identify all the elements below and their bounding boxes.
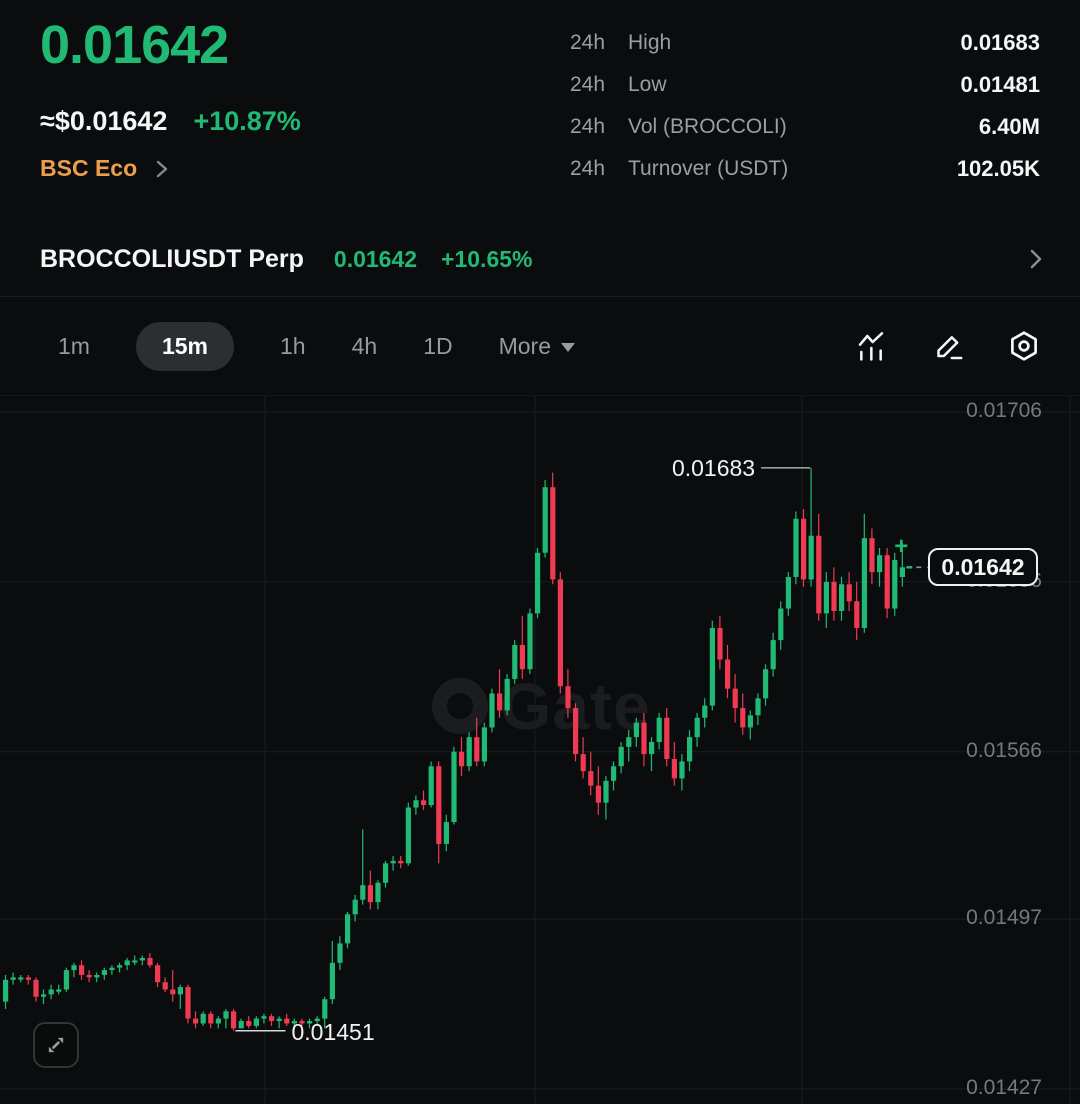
candlestick-chart[interactable]: Gate 0.01642 0.017060.016360.015660.0149… bbox=[0, 396, 1080, 1104]
quick-order-plus-icon[interactable]: + bbox=[894, 533, 909, 561]
tab-more[interactable]: More bbox=[499, 322, 575, 371]
last-price-large: 0.01642 bbox=[40, 15, 229, 75]
approx-usd-value: ≈$0.01642 bbox=[40, 106, 168, 136]
stat-low: 24h Low 0.01481 bbox=[570, 64, 1040, 106]
tab-1m[interactable]: 1m bbox=[58, 332, 90, 359]
high-annotation: 0.01683 bbox=[671, 454, 756, 481]
low-annotation: 0.01451 bbox=[291, 1018, 375, 1045]
stat-period: 24h bbox=[570, 115, 606, 138]
contract-change-percent: +10.65% bbox=[441, 245, 533, 272]
category-label: BSC Eco bbox=[40, 155, 138, 181]
stat-turnover: 24h Turnover (USDT) 102.05K bbox=[570, 148, 1040, 190]
stat-volume: 24h Vol (BROCCOLI) 6.40M bbox=[570, 106, 1040, 148]
chart-toolbar: 1m 15m 1h 4h 1D More bbox=[0, 297, 1080, 396]
stat-label: Vol (BROCCOLI) bbox=[628, 115, 787, 138]
draw-icon[interactable] bbox=[930, 328, 966, 364]
stat-value: 102.05K bbox=[956, 156, 1040, 181]
y-axis-tick: 0.01566 bbox=[966, 738, 1042, 762]
contract-symbol: BROCCOLIUSDT Perp bbox=[40, 244, 304, 273]
stat-period: 24h bbox=[570, 31, 606, 54]
timeframe-tabs: 1m 15m 1h 4h 1D More bbox=[58, 321, 575, 371]
category-link[interactable]: BSC Eco bbox=[40, 155, 169, 182]
contract-ticker-row[interactable]: BROCCOLIUSDT Perp 0.01642 +10.65% bbox=[0, 222, 1080, 297]
expand-icon bbox=[43, 1032, 69, 1058]
y-axis-tick: 0.01497 bbox=[966, 906, 1042, 930]
expand-chart-button[interactable] bbox=[33, 1022, 79, 1068]
caret-down-icon bbox=[561, 343, 575, 352]
contract-price: 0.01642 bbox=[333, 245, 418, 272]
tab-1h[interactable]: 1h bbox=[280, 332, 306, 359]
indicator-icon[interactable] bbox=[854, 328, 890, 364]
stat-value: 6.40M bbox=[978, 114, 1040, 139]
stat-label: High bbox=[628, 31, 672, 54]
more-label: More bbox=[498, 332, 551, 359]
stat-value: 0.01683 bbox=[960, 30, 1040, 55]
last-price-tag: 0.01642 bbox=[928, 548, 1038, 587]
chart-settings-icon[interactable] bbox=[1006, 328, 1042, 364]
header: 0.01642 ≈$0.01642 +10.87% BSC Eco 24h Hi… bbox=[0, 0, 1080, 222]
y-axis-tick: 0.01706 bbox=[966, 399, 1042, 422]
stat-high: 24h High 0.01683 bbox=[570, 22, 1040, 64]
tab-15m[interactable]: 15m bbox=[135, 321, 234, 371]
tab-4h[interactable]: 4h bbox=[351, 332, 378, 359]
stat-period: 24h bbox=[570, 157, 606, 180]
y-axis-tick: 0.01427 bbox=[966, 1075, 1042, 1099]
tab-1d[interactable]: 1D bbox=[423, 332, 453, 359]
stat-label: Turnover (USDT) bbox=[628, 157, 789, 180]
stat-period: 24h bbox=[570, 73, 606, 96]
stats-panel: 24h High 0.01683 24h Low 0.01481 24h Vol… bbox=[570, 22, 1040, 190]
change-percent-24h: +10.87% bbox=[193, 106, 301, 136]
chevron-right-icon bbox=[1028, 247, 1044, 271]
stat-value: 0.01481 bbox=[960, 72, 1040, 97]
chevron-right-icon bbox=[155, 159, 169, 179]
stat-label: Low bbox=[628, 73, 667, 96]
